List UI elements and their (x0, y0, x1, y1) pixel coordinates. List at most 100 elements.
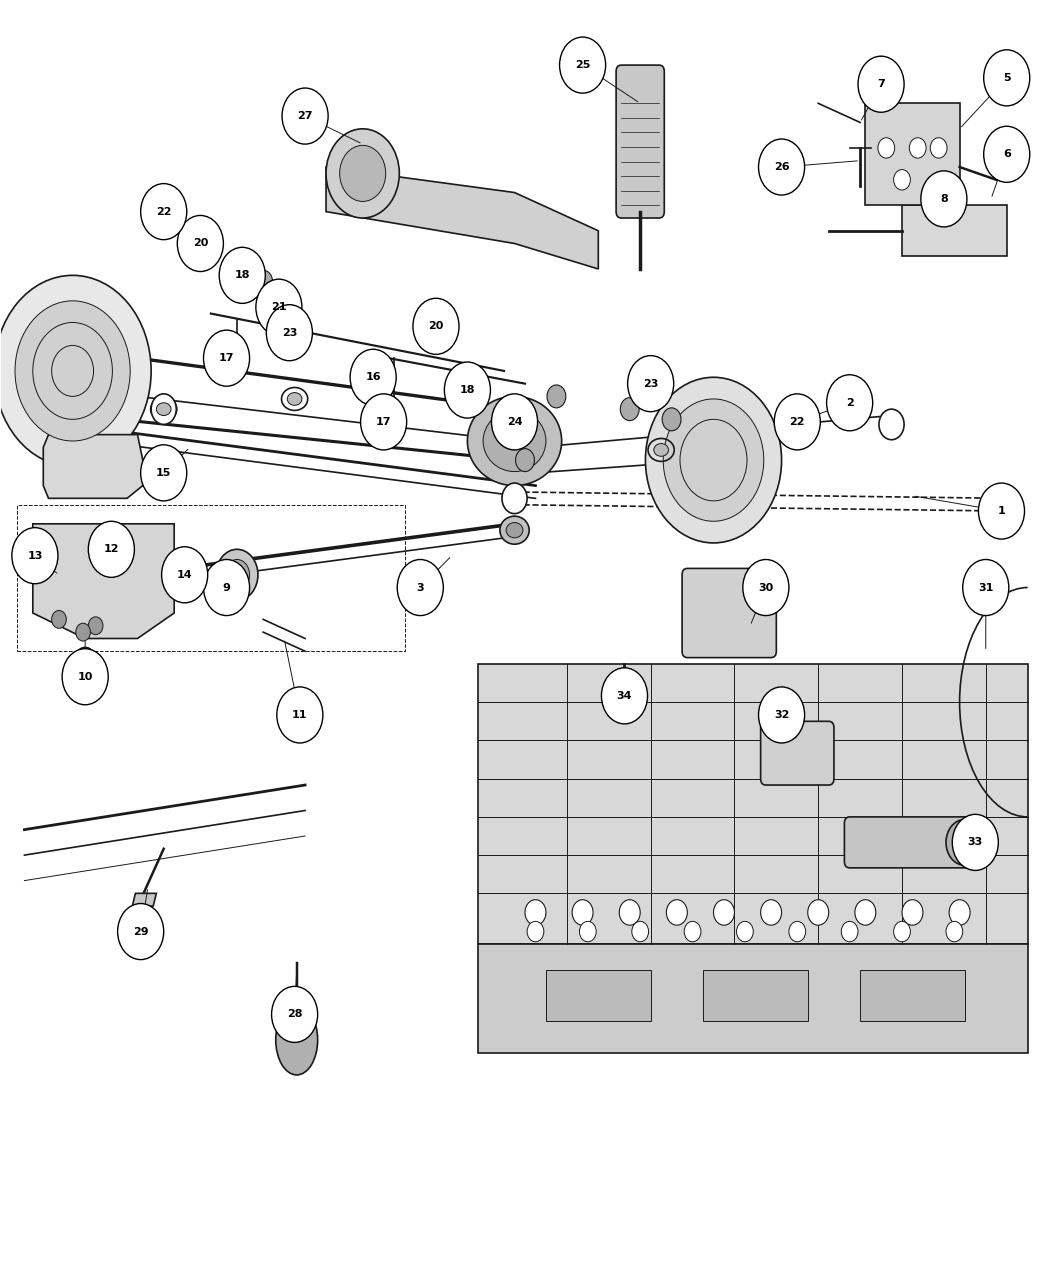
Circle shape (680, 419, 747, 501)
Polygon shape (478, 664, 1028, 944)
Circle shape (930, 138, 947, 158)
Circle shape (525, 900, 546, 926)
Circle shape (75, 647, 96, 673)
Bar (704, 969, 807, 1020)
Circle shape (360, 393, 406, 450)
Circle shape (88, 617, 103, 635)
Circle shape (921, 171, 967, 227)
Circle shape (714, 900, 734, 926)
Circle shape (774, 393, 820, 450)
Circle shape (758, 687, 804, 743)
Polygon shape (43, 434, 143, 498)
Circle shape (742, 559, 789, 616)
Text: 22: 22 (790, 416, 805, 427)
Text: 14: 14 (176, 570, 192, 580)
Circle shape (984, 126, 1030, 183)
Text: 8: 8 (940, 194, 948, 204)
Text: 3: 3 (417, 582, 424, 593)
Circle shape (685, 922, 701, 941)
Circle shape (350, 349, 396, 405)
Ellipse shape (654, 443, 669, 456)
Ellipse shape (156, 402, 171, 415)
Circle shape (667, 900, 688, 926)
Text: 17: 17 (376, 416, 392, 427)
Circle shape (949, 900, 970, 926)
Circle shape (516, 448, 534, 471)
Text: 18: 18 (234, 271, 250, 281)
Circle shape (979, 483, 1025, 539)
FancyBboxPatch shape (844, 817, 975, 868)
Circle shape (228, 254, 247, 277)
Text: 9: 9 (223, 582, 231, 593)
Circle shape (51, 346, 93, 396)
Text: 22: 22 (156, 207, 171, 217)
Text: 15: 15 (156, 467, 171, 478)
Ellipse shape (276, 1005, 318, 1075)
Circle shape (632, 922, 649, 941)
Bar (546, 969, 651, 1020)
Text: 12: 12 (104, 544, 119, 554)
Circle shape (646, 377, 781, 543)
Circle shape (0, 276, 151, 466)
Circle shape (663, 407, 681, 430)
Circle shape (219, 248, 266, 304)
FancyBboxPatch shape (760, 722, 834, 785)
Circle shape (855, 900, 876, 926)
Ellipse shape (467, 396, 562, 485)
Circle shape (432, 303, 450, 326)
Circle shape (62, 649, 108, 705)
Circle shape (760, 900, 781, 926)
Circle shape (51, 610, 66, 628)
Polygon shape (902, 206, 1007, 257)
Polygon shape (132, 894, 156, 907)
Text: 18: 18 (460, 386, 476, 395)
Text: 20: 20 (192, 239, 208, 249)
Circle shape (826, 374, 873, 430)
Text: 28: 28 (287, 1009, 302, 1019)
Ellipse shape (506, 522, 523, 538)
Text: 24: 24 (507, 416, 522, 427)
Circle shape (267, 305, 313, 360)
Circle shape (879, 409, 904, 439)
Circle shape (339, 146, 385, 202)
Text: 2: 2 (845, 397, 854, 407)
FancyBboxPatch shape (616, 65, 665, 218)
Text: 34: 34 (616, 691, 632, 701)
Circle shape (444, 361, 490, 418)
Ellipse shape (288, 392, 302, 405)
Text: 21: 21 (271, 303, 287, 312)
Circle shape (664, 398, 763, 521)
Ellipse shape (483, 410, 546, 471)
Circle shape (894, 922, 910, 941)
Text: 10: 10 (78, 672, 92, 682)
Text: 30: 30 (758, 582, 774, 593)
Circle shape (204, 331, 250, 386)
Ellipse shape (790, 430, 804, 443)
Ellipse shape (381, 428, 396, 441)
Ellipse shape (284, 1004, 310, 1029)
Circle shape (621, 397, 639, 420)
Circle shape (547, 384, 566, 407)
Ellipse shape (165, 561, 194, 589)
Text: 20: 20 (428, 322, 444, 331)
Circle shape (527, 922, 544, 941)
Text: 11: 11 (292, 710, 308, 720)
Circle shape (946, 922, 963, 941)
Bar (17, 504, 404, 651)
Text: 32: 32 (774, 710, 790, 720)
Circle shape (33, 323, 112, 419)
Text: 33: 33 (968, 838, 983, 848)
Circle shape (758, 139, 804, 195)
Circle shape (151, 393, 176, 424)
Circle shape (141, 184, 187, 240)
Text: 31: 31 (979, 582, 993, 593)
Text: 7: 7 (877, 79, 885, 89)
Circle shape (858, 56, 904, 112)
Ellipse shape (171, 567, 188, 582)
Circle shape (272, 986, 318, 1042)
Circle shape (946, 820, 984, 866)
Circle shape (141, 444, 187, 501)
Text: 25: 25 (575, 60, 590, 70)
Circle shape (994, 489, 1020, 520)
Circle shape (878, 138, 895, 158)
